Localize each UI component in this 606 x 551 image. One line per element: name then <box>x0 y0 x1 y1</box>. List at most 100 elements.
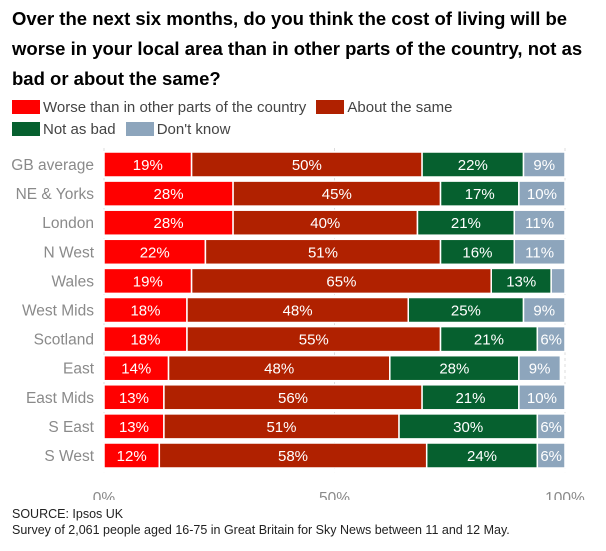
bar-segment <box>522 296 566 324</box>
stacked-bar-chart: GB average 19% 50% 22% 9% NE & Yorks 28% 45% 17%… <box>11 148 585 500</box>
bar-segment <box>550 267 566 295</box>
bar-segment <box>536 413 566 440</box>
bar-segment <box>232 180 442 207</box>
bar-segment <box>186 296 410 324</box>
data-label: 48% <box>264 361 294 378</box>
data-label: 13% <box>506 273 536 290</box>
category-label: East <box>63 361 95 378</box>
data-label: 11% <box>525 215 554 232</box>
bar-segment <box>536 325 566 353</box>
data-label: 17% <box>465 186 495 203</box>
data-label: 21% <box>474 332 504 349</box>
data-label: 22% <box>140 244 170 261</box>
data-label: 51% <box>308 244 338 261</box>
legend-item-same: About the same <box>316 97 452 119</box>
data-label: 6% <box>540 419 562 436</box>
data-label: 19% <box>133 157 163 174</box>
bar-segment <box>389 354 520 382</box>
bar-segment <box>204 238 442 266</box>
data-label: 6% <box>540 332 562 349</box>
legend-item-worse: Worse than in other parts of the country <box>12 97 306 119</box>
category-label: GB average <box>11 157 94 174</box>
data-label: 48% <box>283 303 313 320</box>
bar-segment <box>407 296 525 324</box>
bar-segment <box>190 267 492 295</box>
legend-item-dont-know: Don't know <box>125 119 230 141</box>
data-label: 24% <box>467 448 497 465</box>
legend: Worse than in other parts of the country… <box>12 97 572 141</box>
bar-segment <box>513 209 566 236</box>
data-label: 10% <box>527 390 557 407</box>
bar-segment <box>518 354 562 382</box>
bar-segment <box>439 238 516 266</box>
data-label: 28% <box>154 186 184 203</box>
data-label: 18% <box>130 303 160 320</box>
data-label: 9% <box>533 157 555 174</box>
legend-swatch-not-as-bad <box>12 122 40 136</box>
bar-segment <box>518 180 566 207</box>
data-label: 30% <box>453 419 483 436</box>
data-label: 58% <box>278 448 308 465</box>
data-label: 9% <box>533 303 555 320</box>
legend-swatch-same <box>316 100 345 114</box>
bar-segment <box>103 325 188 353</box>
bar-segment <box>158 442 428 469</box>
category-label: West Mids <box>22 303 94 320</box>
x-tick-label: 50% <box>319 490 350 500</box>
bar-segment <box>513 238 566 266</box>
data-label: 13% <box>119 419 149 436</box>
survey-note: Survey of 2,061 people aged 16-75 in Gre… <box>12 523 510 537</box>
data-label: 21% <box>455 390 485 407</box>
x-tick-label: 100% <box>545 490 585 500</box>
chart-title: Over the next six months, do you think t… <box>12 8 583 89</box>
data-label: 28% <box>439 361 469 378</box>
data-label: 14% <box>121 361 151 378</box>
data-label: 45% <box>322 186 352 203</box>
data-label: 16% <box>462 244 492 261</box>
bar-segment <box>490 267 552 295</box>
bar-segment <box>103 151 193 178</box>
bar-segment <box>163 413 400 440</box>
data-label: 13% <box>119 390 149 407</box>
data-label: 12% <box>117 448 147 465</box>
data-label: 28% <box>154 215 184 232</box>
bar-segment <box>232 209 419 236</box>
bar-segment <box>167 354 391 382</box>
legend-label-not-as-bad: Not as bad <box>43 121 116 138</box>
bar-segment <box>103 238 207 266</box>
data-label: 55% <box>299 332 329 349</box>
data-label: 21% <box>451 215 481 232</box>
bar-segment <box>163 384 423 411</box>
category-label: NE & Yorks <box>16 186 95 203</box>
bar-segment <box>416 209 516 236</box>
data-label: 50% <box>292 157 322 174</box>
data-label: 51% <box>266 419 296 436</box>
bar-segment <box>421 151 525 178</box>
data-label: 6% <box>540 448 562 465</box>
legend-swatch-dont-know <box>125 122 154 136</box>
data-label: 9% <box>529 361 551 378</box>
legend-swatch-worse <box>12 100 40 114</box>
bar-segment <box>536 442 566 469</box>
category-label: S West <box>44 448 94 465</box>
data-label: 18% <box>130 332 160 349</box>
data-label: 22% <box>458 157 488 174</box>
data-label: 56% <box>278 390 308 407</box>
category-label: Wales <box>52 273 95 290</box>
bar-segment <box>518 384 566 411</box>
legend-label-worse: Worse than in other parts of the country <box>43 99 307 116</box>
bar-segment <box>103 267 193 295</box>
data-label: 10% <box>527 186 557 203</box>
data-label: 25% <box>451 303 481 320</box>
legend-item-not-as-bad: Not as bad <box>12 119 116 141</box>
category-label: Scotland <box>34 332 94 349</box>
bar-segment <box>522 151 566 178</box>
category-label: N West <box>43 244 94 261</box>
source-note: SOURCE: Ipsos UK Survey of 2,061 people … <box>12 506 510 538</box>
data-label: 11% <box>525 244 554 261</box>
bar-segment <box>190 151 423 178</box>
source-line: SOURCE: Ipsos UK <box>12 507 124 521</box>
legend-label-same: About the same <box>347 99 453 116</box>
data-label: 19% <box>133 273 163 290</box>
x-tick-label: 0% <box>93 490 116 500</box>
